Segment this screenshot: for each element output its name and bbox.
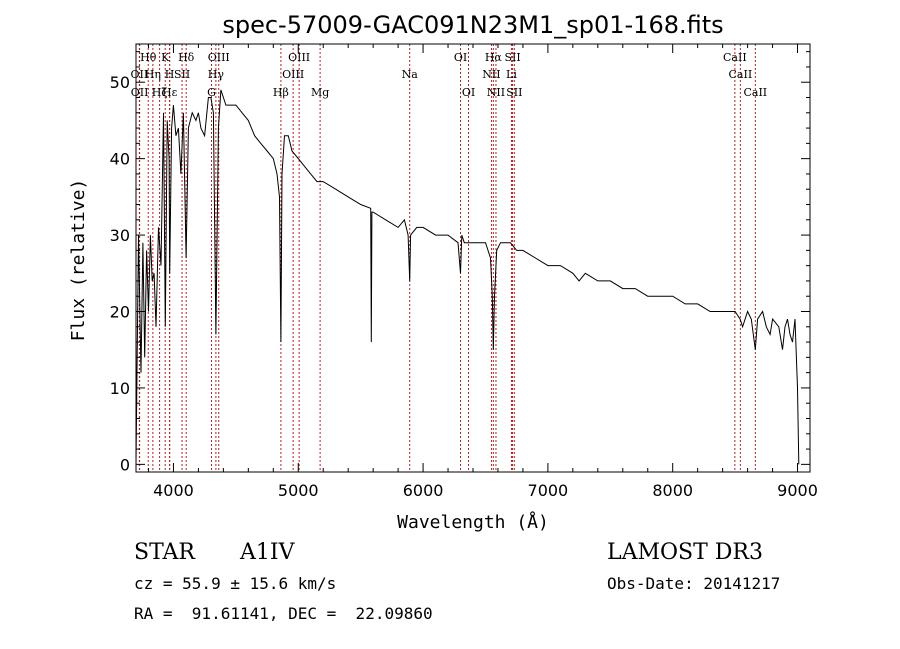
- y-tick-label: 10: [110, 379, 130, 398]
- object-subclass: A1IV: [240, 540, 295, 565]
- spectral-line-label: Na: [402, 68, 419, 81]
- coordinates: RA = 91.61141, DEC = 22.09860: [134, 604, 433, 623]
- y-axis-label: Flux (relative): [68, 179, 89, 342]
- spectral-line-label: SII: [174, 68, 190, 81]
- spectral-line-label: NII: [482, 68, 500, 81]
- y-tick-label: 40: [110, 150, 130, 169]
- spectral-line-label: OII: [131, 68, 149, 81]
- y-tick-label: 30: [110, 226, 130, 245]
- spectral-line-label: OII: [131, 86, 149, 99]
- spectral-line-label: OIII: [208, 51, 230, 64]
- observation-date: Obs-Date: 20141217: [607, 574, 781, 593]
- survey-name: LAMOST DR3: [607, 540, 763, 565]
- spectral-line-label: SII: [504, 51, 520, 64]
- spectral-line-label: Mg: [311, 86, 329, 99]
- axis-ticks: 4000 5000 6000 7000 8000 9000 0 10 20 30 40 50: [110, 44, 818, 500]
- spectral-line-label: K: [161, 51, 170, 64]
- spectral-line-label: CaII: [723, 51, 747, 64]
- spectral-line-label: Hθ: [140, 51, 157, 64]
- spectral-line-markers: [138, 44, 756, 472]
- spectral-line-label: Hδ: [178, 51, 195, 64]
- spectral-line-label: SII: [506, 86, 522, 99]
- y-tick-label: 20: [110, 303, 130, 322]
- spectral-line-label: Hγ: [208, 68, 225, 81]
- x-tick-label: 8000: [652, 481, 693, 500]
- chart-title: spec-57009-GAC091N23M1_sp01-168.fits: [222, 11, 723, 39]
- spectral-line-label: Hβ: [273, 86, 289, 99]
- spectral-line-label: Li: [506, 68, 517, 81]
- x-tick-label: 5000: [278, 481, 319, 500]
- object-type: STAR: [134, 540, 195, 565]
- plot-frame: [135, 43, 811, 473]
- redshift-velocity: cz = 55.9 ± 15.6 km/s: [134, 574, 337, 593]
- spectral-line-label: Hα: [485, 51, 503, 64]
- x-tick-label: 6000: [403, 481, 444, 500]
- spectral-line-label: G: [207, 86, 216, 99]
- spectral-line-label: H: [165, 68, 175, 81]
- spectral-line-label: Hε: [162, 86, 178, 99]
- spectral-line-label: Hζ: [152, 86, 168, 99]
- y-tick-label: 0: [120, 455, 130, 474]
- x-tick-label: 9000: [777, 481, 818, 500]
- spectral-line-label: NII: [487, 86, 505, 99]
- spectral-line-label: CaII: [743, 86, 767, 99]
- spectral-line-label: OI: [454, 51, 467, 64]
- spectral-line-label: OI: [462, 86, 475, 99]
- spectrum-series-line: [135, 89, 800, 465]
- x-tick-label: 7000: [528, 481, 569, 500]
- y-tick-label: 50: [110, 73, 130, 92]
- x-tick-label: 4000: [153, 481, 194, 500]
- spectral-line-label: OIII: [282, 68, 304, 81]
- x-axis-label: Wavelength (Å): [397, 511, 549, 533]
- spectral-line-label: OIII: [288, 51, 310, 64]
- spectral-line-label: CaII: [729, 68, 753, 81]
- spectral-line-label: Hη: [145, 68, 161, 81]
